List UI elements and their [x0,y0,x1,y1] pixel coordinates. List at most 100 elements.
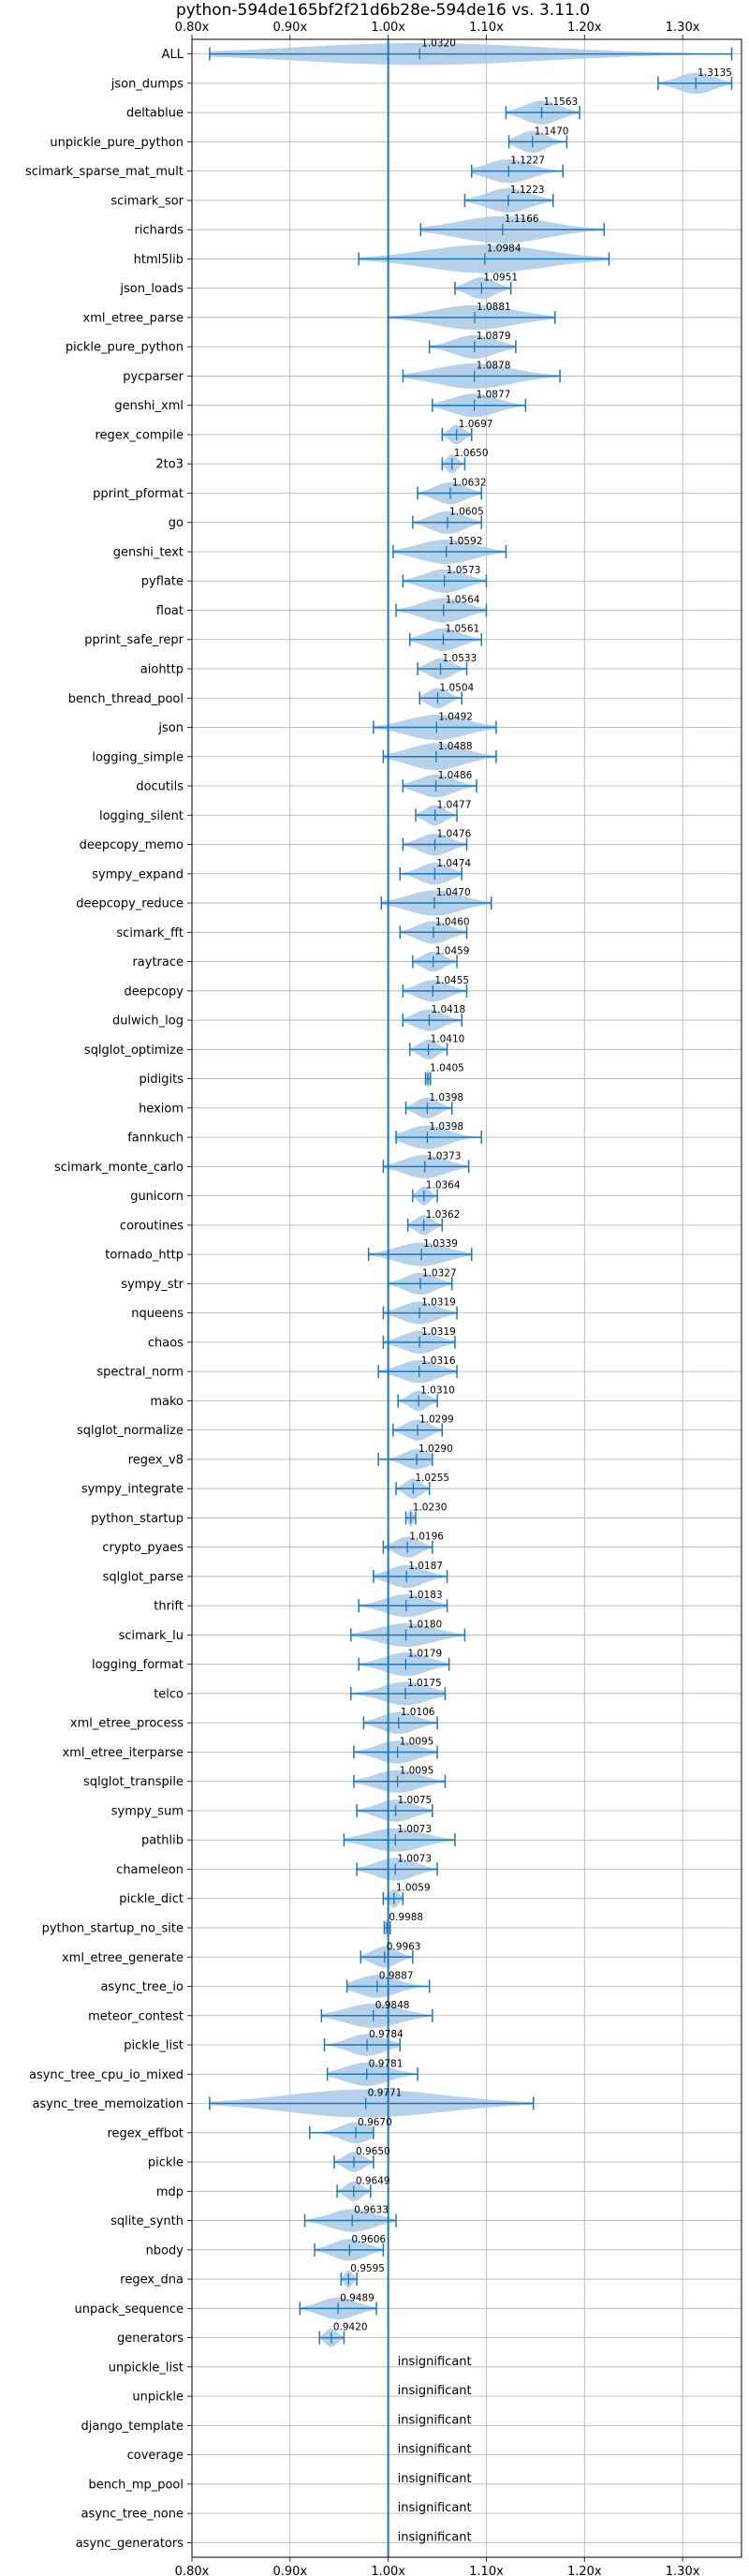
value-label: 1.0073 [397,1853,432,1864]
benchmark-label: coverage [127,2449,184,2463]
x-tick-label-bottom: 1.20x [567,2565,602,2576]
value-label: 0.9633 [354,2205,389,2216]
value-label: 1.0316 [421,1355,456,1367]
insignificant-label: insignificant [398,2384,472,2398]
benchmark-label: pickle_pure_python [66,341,184,355]
benchmark-label: deepcopy_reduce [76,897,184,911]
benchmark-label: xml_etree_parse [83,311,184,325]
value-label: 1.0187 [408,1561,443,1572]
benchmark-label: mdp [156,2185,184,2199]
value-label: 1.3135 [698,67,732,79]
value-label: 1.0373 [427,1150,462,1162]
benchmark-label: sympy_integrate [81,1483,184,1497]
benchmark-label: pathlib [141,1834,184,1848]
benchmark-label: nqueens [131,1307,184,1321]
benchmark-label: aiohttp [140,663,184,677]
value-label: 1.0476 [437,829,472,840]
benchmark-label: json_dumps [110,77,184,91]
value-label: 1.1223 [510,185,545,196]
x-tick-label-bottom: 1.30x [666,2565,700,2576]
value-label: 1.0319 [421,1326,456,1338]
value-label: 1.1470 [535,126,569,137]
benchmark-label: scimark_sor [110,194,184,208]
value-label: 1.1227 [510,155,545,167]
benchmark-label: pprint_pformat [93,487,184,501]
value-label: 1.0398 [429,1121,463,1133]
value-label: 1.0230 [413,1502,448,1513]
benchmark-label: json_loads [119,282,184,296]
value-label: 1.0470 [436,887,471,898]
benchmark-label: async_generators [76,2537,184,2551]
chart-title: python-594de165bf2f21d6b28e-594de16 vs. … [176,1,590,20]
value-label: 1.0492 [438,712,473,723]
value-label: 1.0319 [421,1297,456,1309]
benchmark-label: deltablue [126,107,184,121]
benchmark-label: ALL [162,48,184,62]
benchmark-label: python_startup_no_site [42,1922,184,1936]
value-label: 1.0290 [419,1443,453,1455]
benchmark-label: unpickle [132,2391,184,2405]
benchmark-label: sqlglot_optimize [84,1044,184,1058]
benchmark-label: scimark_lu [119,1629,184,1643]
value-label: 1.0878 [477,360,511,371]
benchmark-label: regex_compile [95,428,184,442]
benchmark-label: richards [135,224,184,238]
value-label: 1.0650 [454,448,489,459]
benchmark-label: nbody [146,2243,184,2258]
benchmark-label: pprint_safe_repr [84,633,184,647]
x-tick-label-top: 0.80x [175,21,210,35]
benchmark-label: unpickle_pure_python [50,136,184,150]
value-label: 1.0180 [408,1619,443,1630]
benchmark-label: deepcopy_memo [80,838,184,852]
value-label: 1.0605 [449,507,484,518]
value-label: 1.0073 [397,1824,432,1835]
value-label: 1.0075 [398,1795,433,1806]
benchmark-label: fannkuch [127,1132,184,1146]
benchmark-label: deepcopy [124,985,184,999]
benchmark-label: meteor_contest [88,2009,184,2023]
value-label: 0.9670 [358,2117,392,2128]
benchmark-label: generators [117,2332,184,2346]
x-tick-label-top: 1.10x [469,21,504,35]
benchmark-label: regex_dna [120,2273,184,2287]
x-tick-label-bottom: 1.00x [371,2565,405,2576]
benchmark-label: html5lib [134,253,184,267]
value-label: 1.0410 [431,1033,465,1044]
value-label: 1.0573 [447,565,481,576]
benchmark-label: spectral_norm [96,1366,184,1380]
benchmark-label: regex_v8 [128,1453,184,1467]
benchmark-label: scimark_sparse_mat_mult [25,165,184,179]
benchmark-label: sqlglot_normalize [77,1424,184,1438]
value-label: 0.9489 [340,2292,374,2303]
benchmark-label: sympy_str [121,1278,184,1292]
value-label: 1.0460 [435,916,470,927]
benchmark-label: pickle_dict [119,1892,184,1906]
benchmark-label: telco [154,1687,184,1701]
value-label: 0.9848 [375,2000,410,2011]
benchmark-label: coroutines [120,1219,184,1233]
value-label: 1.0877 [477,390,511,401]
benchmark-label: scimark_monte_carlo [54,1161,184,1175]
value-label: 0.9771 [368,2088,403,2099]
insignificant-label: insignificant [398,2355,472,2369]
value-label: 1.0179 [407,1649,442,1660]
value-label: 1.0310 [420,1384,455,1396]
value-label: 1.0299 [419,1414,454,1426]
value-label: 1.0984 [487,243,521,254]
benchmark-label: go [169,516,184,530]
value-label: 1.0632 [452,477,487,488]
benchmark-label: chameleon [116,1863,184,1877]
value-label: 1.0255 [415,1473,449,1484]
benchmark-label: logging_silent [99,809,184,823]
value-label: 1.0533 [443,653,477,664]
benchmark-label: regex_effbot [107,2126,184,2140]
value-label: 1.0095 [400,1766,434,1777]
insignificant-label: insignificant [398,2443,472,2457]
benchmark-label: sqlglot_transpile [83,1775,184,1789]
benchmark-label: async_tree_cpu_io_mixed [29,2068,184,2082]
x-tick-label-bottom: 0.90x [273,2565,308,2576]
value-label: 1.0879 [477,331,511,342]
insignificant-label: insignificant [398,2413,472,2427]
benchmark-label: async_tree_io [100,1980,184,1994]
